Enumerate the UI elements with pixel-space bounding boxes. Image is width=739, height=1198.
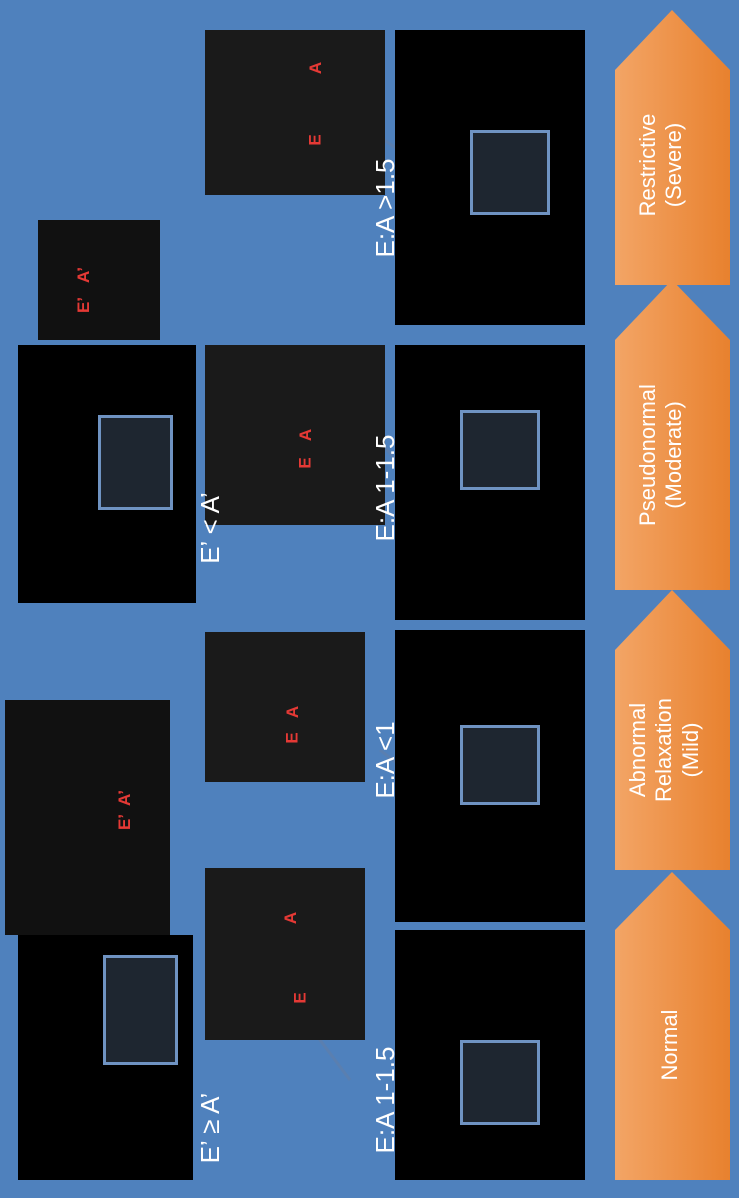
a-label: A — [283, 705, 303, 719]
chevron-normal — [615, 872, 730, 1180]
e-label: E — [305, 134, 325, 146]
highlight-box — [460, 725, 540, 805]
highlight-box — [98, 415, 173, 510]
a-prime-label: A’ — [74, 266, 94, 284]
grade-pseudo-line1: Pseudonormal — [635, 384, 660, 526]
a-label: A — [281, 911, 301, 925]
chevron-abnormal-relaxation — [615, 590, 730, 870]
grade-abnormal-line3: (Mild) — [677, 722, 703, 778]
highlight-box — [460, 410, 540, 490]
a-label: A — [306, 61, 326, 75]
mitral-zoom-pseudonormal: E A — [205, 345, 385, 525]
e-label: E — [282, 732, 302, 744]
tissue-doppler-zoom-normal: E’ A’ — [5, 700, 170, 935]
tissue-doppler-zoom-pseudonormal: E’ A’ — [38, 220, 160, 340]
highlight-box — [103, 955, 178, 1065]
mitral-doppler-panel-pseudonormal — [395, 345, 585, 620]
grade-restrictive-line1: Restrictive — [635, 113, 660, 217]
mitral-doppler-panel-abnormal — [395, 630, 585, 922]
e-label: E — [295, 457, 315, 469]
highlight-box — [460, 1040, 540, 1125]
chevron-restrictive — [615, 10, 730, 285]
highlight-box — [470, 130, 550, 215]
grade-pseudo-line2: (Moderate) — [661, 401, 687, 509]
mitral-zoom-normal: E A — [205, 868, 365, 1040]
mitral-zoom-restrictive: E A — [205, 30, 385, 195]
e-prime-label: E’ — [115, 813, 135, 831]
mitral-doppler-panel-restrictive — [395, 30, 585, 325]
mitral-doppler-panel-normal — [395, 930, 585, 1180]
grade-label-normal: Normal — [635, 955, 705, 1135]
grade-label-pseudonormal: Pseudonormal (Moderate) — [635, 345, 705, 565]
tissue-doppler-panel-pseudonormal — [18, 345, 196, 603]
chevron-pseudonormal — [615, 280, 730, 590]
grade-restrictive-line2: (Severe) — [661, 122, 687, 208]
e-prime-label: E’ — [74, 296, 94, 314]
e-label: E — [290, 992, 310, 1004]
grade-abnormal-line1: Abnormal — [625, 702, 650, 798]
tissue-doppler-label-pseudonormal: E’ < A’ — [195, 492, 225, 564]
grade-abnormal-line2: Relaxation — [651, 698, 677, 802]
tissue-doppler-panel-normal — [18, 935, 193, 1180]
tissue-doppler-label-normal: E’ ≥ A’ — [195, 1092, 225, 1164]
grade-label-abnormal: Abnormal Relaxation (Mild) — [625, 655, 725, 845]
a-label: A — [296, 428, 316, 442]
grade-label-restrictive: Restrictive (Severe) — [635, 65, 705, 265]
a-prime-label: A’ — [115, 789, 135, 807]
grade-normal-text: Normal — [657, 1009, 682, 1081]
mitral-zoom-abnormal: E A — [205, 632, 365, 782]
